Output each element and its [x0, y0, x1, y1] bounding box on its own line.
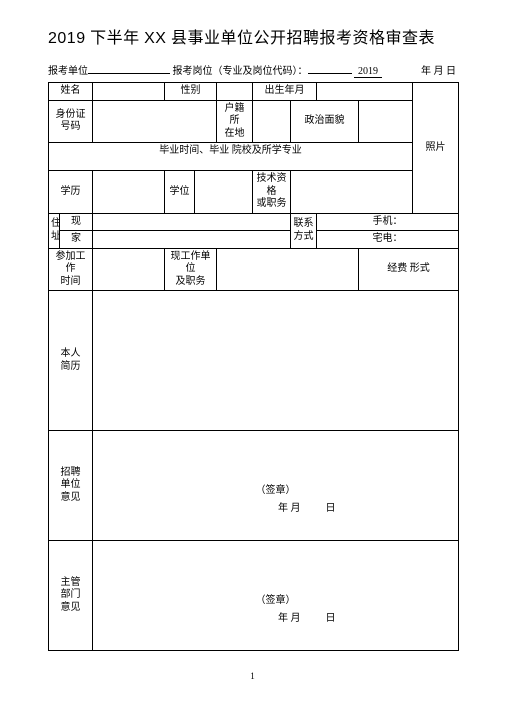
title-mid: 下半年: [86, 30, 145, 47]
label-hometel: 宅电：: [317, 231, 459, 249]
dept-sig-block: （签章） 年 月 日: [95, 564, 456, 628]
row-addr1: 住 址 现 联系方式 手机：: [49, 213, 459, 231]
field-employer-opinion: （签章） 年 月 日: [93, 431, 459, 541]
row-work: 参加工作 时间 现工作单位 及职务 经费 形式: [49, 248, 459, 291]
dept-seal: （签章）: [256, 595, 296, 606]
label-addr-now: 现: [60, 213, 93, 231]
field-addr-home: [93, 231, 291, 249]
field-gender: [217, 83, 253, 101]
page-title: 2019 下半年 XX 县事业单位公开招聘报考资格审查表: [48, 24, 457, 48]
photo-cell: 照片: [413, 83, 459, 214]
title-county: XX: [144, 30, 166, 47]
meta-unit-blank: [88, 73, 170, 74]
label-contact: 联系方式: [291, 213, 317, 248]
label-hukou: 户籍 所 在地: [217, 100, 253, 143]
label-id: 身份证 号码: [49, 100, 93, 143]
meta-year-value: 2019: [354, 66, 382, 78]
employer-seal: （签章）: [256, 485, 296, 496]
label-birth: 出生年月: [253, 83, 317, 101]
label-political: 政治面貌: [291, 100, 359, 143]
field-workstart: [93, 248, 165, 291]
field-degree: [195, 171, 253, 214]
title-year: 2019: [48, 30, 86, 47]
label-employer-opinion: 招聘 单位 意见: [49, 431, 93, 541]
field-addr-now: [93, 213, 291, 231]
label-mobile: 手机：: [317, 213, 459, 231]
meta-post-blank: [308, 73, 352, 74]
field-name: [93, 83, 165, 101]
label-edu: 学历: [49, 171, 93, 214]
label-dept-opinion: 主管 部门 意见: [49, 541, 93, 651]
label-addr-home: 家: [60, 231, 93, 249]
row-addr2: 家 宅电：: [49, 231, 459, 249]
field-birth: [317, 83, 413, 101]
row-dept-opinion: 主管 部门 意见 （签章） 年 月 日: [49, 541, 459, 651]
row-grad: 毕业时间、毕业 院校及所学专业: [49, 143, 459, 171]
field-edu: [93, 171, 165, 214]
field-hukou: [253, 100, 291, 143]
field-tech: [291, 171, 413, 214]
label-tech: 技术资格 或职务: [253, 171, 291, 214]
row-employer-opinion: 招聘 单位 意见 （签章） 年 月 日: [49, 431, 459, 541]
label-curpost: 现工作单位 及职务: [165, 248, 217, 291]
label-fund: 经费 形式: [359, 248, 459, 291]
field-resume: [93, 291, 459, 431]
row-name: 姓名 性别 出生年月 照片: [49, 83, 459, 101]
meta-post-label: 报考岗位（专业及岗位代码）：: [173, 66, 308, 77]
label-workstart: 参加工作 时间: [49, 248, 93, 291]
row-resume: 本人 简历: [49, 291, 459, 431]
label-degree: 学位: [165, 171, 195, 214]
row-id: 身份证 号码 户籍 所 在地 政治面貌: [49, 100, 459, 143]
field-political: [359, 100, 413, 143]
meta-date-tail: 年 月 日: [421, 66, 456, 77]
meta-unit-label: 报考单位: [48, 66, 88, 77]
label-gender: 性别: [165, 83, 217, 101]
employer-sig-block: （签章） 年 月 日: [95, 454, 456, 518]
employer-date-ym: 年 月: [278, 503, 301, 514]
row-edu: 学历 学位 技术资格 或职务: [49, 171, 459, 214]
dept-date-d: 日: [326, 613, 336, 624]
label-resume: 本人 简历: [49, 291, 93, 431]
title-tail: 县事业单位公开招聘报考资格审查表: [166, 30, 435, 47]
field-curpost: [217, 248, 359, 291]
meta-line: 报考单位 报考岗位（专业及岗位代码）： 2019 年 月 日: [48, 62, 457, 78]
dept-date-ym: 年 月: [278, 613, 301, 624]
employer-date-d: 日: [326, 503, 336, 514]
field-id: [93, 100, 217, 143]
label-addr: 住 址: [49, 213, 60, 248]
page-number: 1: [48, 671, 457, 681]
field-dept-opinion: （签章） 年 月 日: [93, 541, 459, 651]
label-name: 姓名: [49, 83, 93, 101]
label-grad: 毕业时间、毕业 院校及所学专业: [49, 143, 413, 171]
form-table: 姓名 性别 出生年月 照片 身份证 号码 户籍 所 在地 政治面貌 毕业时间、毕…: [48, 82, 459, 651]
